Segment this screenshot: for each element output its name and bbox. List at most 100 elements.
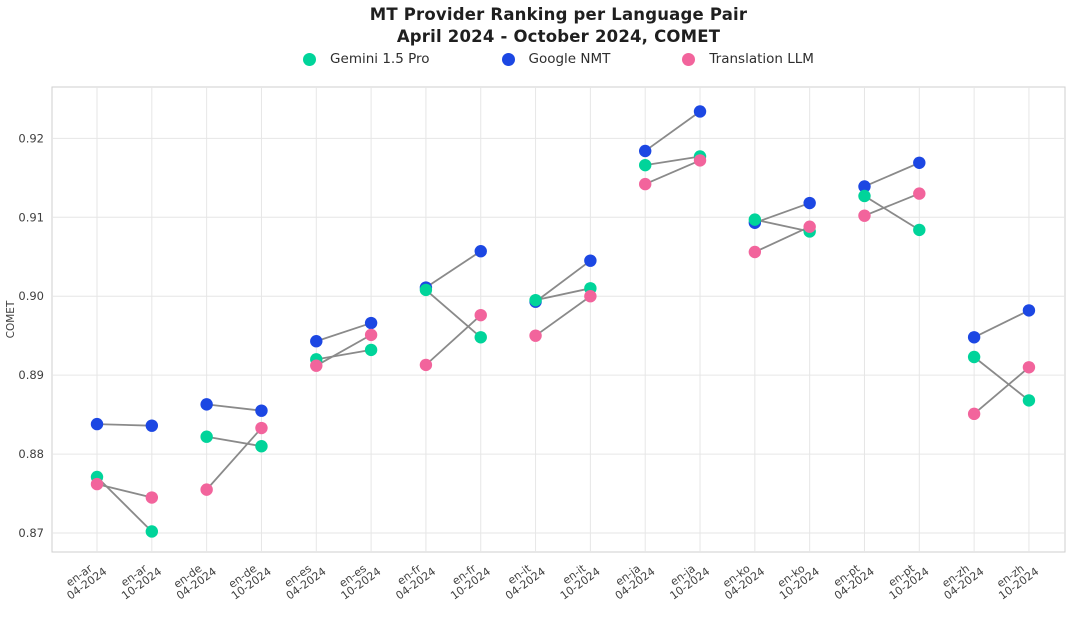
data-point xyxy=(639,144,652,158)
connector-line xyxy=(315,334,372,367)
svg-text:en-pt10-2024: en-pt10-2024 xyxy=(880,556,931,602)
connector-line xyxy=(644,110,701,152)
svg-text:en-ja04-2024: en-ja04-2024 xyxy=(606,556,657,602)
data-point xyxy=(584,254,597,267)
connector-line xyxy=(864,195,920,231)
svg-text:en-ar04-2024: en-ar04-2024 xyxy=(58,556,109,602)
data-point xyxy=(364,328,378,342)
x-tick-label: en-pt10-2024 xyxy=(880,556,932,603)
svg-text:en-fr04-2024: en-fr04-2024 xyxy=(387,556,438,602)
connector-line xyxy=(425,314,482,366)
data-point xyxy=(145,525,159,538)
chart-title: MT Provider Ranking per Language Pair Ap… xyxy=(52,4,1065,48)
x-tick-label: en-ko04-2024 xyxy=(716,556,767,603)
x-tick-label: en-ar10-2024 xyxy=(113,556,164,603)
data-point xyxy=(858,189,871,203)
legend-dot-llm-icon xyxy=(682,52,696,66)
data-point xyxy=(913,156,926,169)
svg-text:en-fr10-2024: en-fr10-2024 xyxy=(442,556,493,602)
svg-text:en-ko04-2024: en-ko04-2024 xyxy=(716,556,767,602)
data-point xyxy=(419,283,433,297)
svg-text:en-ar10-2024: en-ar10-2024 xyxy=(113,556,164,602)
connector-line xyxy=(973,309,1030,339)
x-tick-label: en-pt04-2024 xyxy=(826,556,877,603)
data-point xyxy=(364,316,378,330)
data-point xyxy=(200,430,213,443)
legend-item-llm[interactable]: Translation LLM xyxy=(682,51,814,67)
data-point xyxy=(90,417,104,431)
x-tick-label: en-it10-2024 xyxy=(551,556,603,603)
data-point xyxy=(255,421,268,435)
connector-line xyxy=(315,322,372,343)
connector-line xyxy=(96,483,153,499)
y-tick-label: 0.89 xyxy=(18,368,44,382)
data-point xyxy=(1022,394,1036,407)
data-point xyxy=(639,177,652,191)
svg-text:en-it10-2024: en-it10-2024 xyxy=(551,556,602,602)
data-point xyxy=(639,158,652,172)
connector-line xyxy=(535,287,591,302)
y-tick-label: 0.88 xyxy=(18,447,44,461)
data-point xyxy=(529,329,542,342)
connector-line xyxy=(425,250,482,289)
connector-line xyxy=(206,435,262,448)
legend-item-nmt[interactable]: Google NMT xyxy=(501,51,611,67)
svg-text:en-it04-2024: en-it04-2024 xyxy=(497,556,548,602)
connector-line xyxy=(754,225,811,253)
legend: Gemini 1.5 Pro Google NMT Translation LL… xyxy=(52,51,1065,67)
x-tick-label: en-fr04-2024 xyxy=(387,556,438,603)
data-point xyxy=(913,223,926,237)
data-point xyxy=(419,358,433,372)
data-point xyxy=(967,407,981,421)
data-point xyxy=(200,483,213,496)
connector-line xyxy=(864,161,920,188)
x-tick-label: en-ko10-2024 xyxy=(771,556,822,603)
svg-text:en-es04-2024: en-es04-2024 xyxy=(277,556,328,602)
svg-text:en-pt04-2024: en-pt04-2024 xyxy=(826,556,877,602)
connector-line xyxy=(645,155,701,167)
data-point xyxy=(255,404,268,417)
data-point xyxy=(474,245,487,258)
connector-line xyxy=(535,295,591,337)
x-tick-label: en-de04-2024 xyxy=(171,562,219,603)
svg-text:en-zh10-2024: en-zh10-2024 xyxy=(990,556,1041,602)
svg-text:en-zh04-2024: en-zh04-2024 xyxy=(935,556,986,602)
data-point xyxy=(255,440,268,453)
legend-label-gemini: Gemini 1.5 Pro xyxy=(330,51,430,67)
x-tick-label: en-es04-2024 xyxy=(277,556,329,603)
legend-dot-nmt-icon xyxy=(501,52,515,66)
svg-text:en-ja10-2024: en-ja10-2024 xyxy=(661,556,712,602)
title-line-1: MT Provider Ranking per Language Pair xyxy=(369,5,748,24)
data-point xyxy=(693,154,707,167)
svg-text:en-ko10-2024: en-ko10-2024 xyxy=(771,556,822,602)
data-point xyxy=(529,293,542,307)
legend-label-llm: Translation LLM xyxy=(709,51,814,67)
data-point xyxy=(310,335,323,348)
y-tick-label: 0.92 xyxy=(18,131,44,145)
x-tick-label: en-es10-2024 xyxy=(337,562,384,603)
connector-line xyxy=(96,423,152,427)
data-point xyxy=(474,308,487,322)
data-point xyxy=(913,187,926,200)
data-point xyxy=(967,350,981,364)
data-point xyxy=(310,359,323,372)
legend-item-gemini[interactable]: Gemini 1.5 Pro xyxy=(303,51,430,67)
y-tick-label: 0.87 xyxy=(18,526,44,540)
connector-line xyxy=(535,259,591,303)
x-tick-label: en-zh10-2024 xyxy=(990,556,1041,603)
data-point xyxy=(858,209,871,222)
legend-label-nmt: Google NMT xyxy=(528,51,611,67)
x-tick-label: en-ar04-2024 xyxy=(58,556,110,603)
data-point xyxy=(693,105,707,118)
connector-line xyxy=(205,427,263,491)
title-line-2: April 2024 - October 2024, COMET xyxy=(396,26,721,46)
data-point xyxy=(803,196,816,210)
y-axis-label: COMET xyxy=(5,300,17,338)
connector-line xyxy=(316,349,372,361)
x-tick-label: en-fr10-2024 xyxy=(442,556,493,603)
connector-line xyxy=(864,192,920,217)
data-point xyxy=(967,331,981,344)
data-point xyxy=(145,491,159,504)
connector-line xyxy=(425,289,482,338)
